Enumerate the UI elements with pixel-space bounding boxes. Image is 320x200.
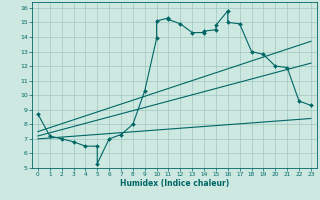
X-axis label: Humidex (Indice chaleur): Humidex (Indice chaleur) xyxy=(120,179,229,188)
